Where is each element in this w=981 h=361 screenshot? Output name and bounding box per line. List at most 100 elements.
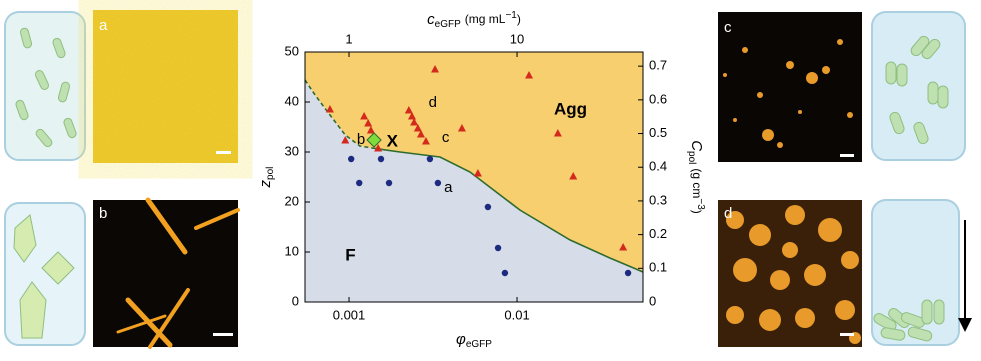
phase-boundary bbox=[371, 147, 644, 273]
axis-title-part: (mg mL bbox=[465, 12, 506, 26]
annotation: X bbox=[387, 131, 399, 150]
micrograph bbox=[718, 12, 862, 162]
triangle-point bbox=[341, 136, 350, 144]
triangle-point bbox=[421, 137, 430, 145]
annotation: b bbox=[357, 131, 365, 148]
axis-title-part: C bbox=[688, 140, 705, 151]
axis-title: Cpol (g cm−3) bbox=[686, 140, 706, 214]
diamond-point bbox=[366, 132, 382, 148]
axis-title-part: z bbox=[257, 179, 274, 188]
axis-title-part: −1 bbox=[505, 10, 517, 21]
annotation: c bbox=[442, 129, 450, 146]
x-tick-label: 0.01 bbox=[504, 307, 529, 322]
triangle-point bbox=[525, 71, 534, 79]
circle-point bbox=[484, 203, 492, 211]
y-tick-label: 10 bbox=[285, 243, 299, 258]
triangle-point bbox=[619, 243, 628, 251]
cartoon-cell bbox=[4, 202, 86, 346]
y2-tick-label: 0.2 bbox=[649, 226, 667, 241]
phase-boundary bbox=[304, 79, 373, 149]
panel-d: d bbox=[718, 199, 972, 347]
y2-tick-label: 0.7 bbox=[649, 58, 667, 73]
scale-bar bbox=[840, 154, 854, 157]
axis-title: φeGFP bbox=[456, 331, 492, 350]
y2-tick-label: 0.5 bbox=[649, 125, 667, 140]
panel-a: a bbox=[4, 10, 238, 163]
axis-title: ceGFP (mg mL−1) bbox=[427, 10, 521, 30]
circle-point bbox=[356, 179, 363, 187]
circle-point bbox=[624, 269, 632, 277]
region-lower bbox=[305, 80, 643, 302]
triangle-point bbox=[416, 130, 425, 138]
y2-tick-label: 0.1 bbox=[649, 260, 667, 275]
annotation: a bbox=[444, 179, 453, 196]
annotation: Agg bbox=[554, 99, 587, 118]
panel-c: c bbox=[718, 11, 966, 162]
cartoon-crystals bbox=[13, 214, 75, 339]
axis-title-part: eGFP bbox=[435, 19, 461, 30]
triangle-point bbox=[473, 169, 482, 177]
y-tick-label: 40 bbox=[285, 93, 299, 108]
triangle-point bbox=[366, 126, 375, 134]
annotation: F bbox=[345, 245, 355, 264]
micrograph-aggregates bbox=[726, 205, 861, 344]
axis-title-part: c bbox=[427, 11, 435, 28]
panel-label: c bbox=[724, 19, 732, 36]
y-tick-label: 20 bbox=[285, 193, 299, 208]
triangle-point bbox=[364, 119, 373, 127]
x2-tick-label: 10 bbox=[510, 31, 524, 46]
arrow-head bbox=[958, 318, 972, 332]
panel-label: d bbox=[724, 205, 732, 222]
annotation: d bbox=[429, 94, 437, 111]
triangle-point bbox=[553, 129, 562, 137]
region-upper bbox=[305, 52, 643, 272]
circle-point bbox=[426, 155, 434, 163]
axis-title-part: pol bbox=[686, 151, 697, 164]
circle-point bbox=[434, 179, 442, 187]
micrograph-aggregates bbox=[723, 39, 853, 148]
triangle-point bbox=[407, 112, 416, 120]
scale-bar bbox=[216, 151, 231, 154]
cartoon-sediment bbox=[873, 299, 945, 342]
panel-b: b bbox=[4, 197, 240, 349]
triangle-point bbox=[374, 144, 383, 152]
y-tick-label: 0 bbox=[292, 293, 299, 308]
circle-point bbox=[347, 155, 355, 163]
axis-title-part: eGFP bbox=[466, 339, 492, 350]
axis-title-part: φ bbox=[456, 331, 466, 348]
y2-tick-label: 0.6 bbox=[649, 91, 667, 106]
triangle-point bbox=[410, 118, 419, 126]
triangle-point bbox=[457, 124, 466, 132]
y2-tick-label: 0.3 bbox=[649, 192, 667, 207]
axis-title-part: pol bbox=[265, 167, 276, 180]
micrograph-texture bbox=[93, 10, 238, 163]
triangle-point bbox=[431, 65, 440, 73]
scale-bar bbox=[213, 333, 233, 336]
x-tick-label: 0.001 bbox=[333, 307, 366, 322]
circle-point bbox=[494, 244, 502, 252]
axis-title-part: ) bbox=[690, 210, 704, 214]
chart: 0 10 20 30 40 50 0 0.1 0.2 0.3 0.4 0.5 0.6 0.7 0.001 0.… bbox=[257, 10, 706, 350]
axis-title: zpol bbox=[257, 167, 276, 189]
triangle-point bbox=[569, 172, 578, 180]
cartoon-particles bbox=[15, 27, 77, 148]
cartoon-aggregates bbox=[885, 35, 949, 145]
triangle-point bbox=[325, 105, 334, 113]
circle-point bbox=[377, 155, 385, 163]
circle-point bbox=[385, 179, 393, 187]
plot-regions bbox=[305, 52, 643, 302]
axis-title-part: ) bbox=[517, 12, 521, 26]
circle-point bbox=[501, 269, 509, 277]
y2-tick-label: 0 bbox=[649, 293, 656, 308]
y-tick-label: 30 bbox=[285, 143, 299, 158]
axis-title-part: −3 bbox=[695, 198, 706, 210]
axis-title-part: (g cm bbox=[690, 168, 704, 198]
plot-frame bbox=[304, 51, 644, 303]
panel-label: b bbox=[99, 205, 107, 222]
panel-label: a bbox=[99, 17, 108, 34]
micrograph-crystals bbox=[116, 197, 240, 349]
y-tick-label: 50 bbox=[285, 43, 299, 58]
scale-bar bbox=[840, 333, 854, 336]
y2-tick-label: 0.4 bbox=[649, 159, 667, 174]
